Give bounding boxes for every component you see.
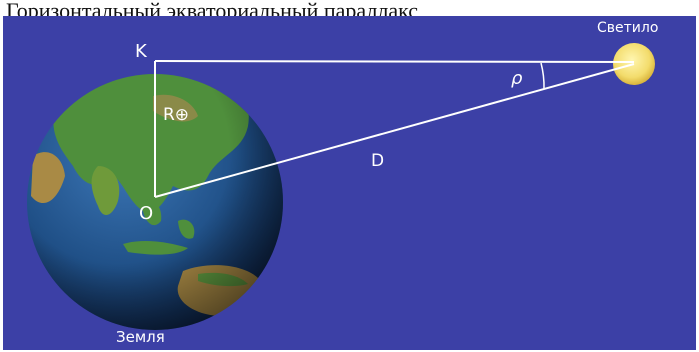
geometry-lines [154, 60, 635, 198]
parallax-diagram: K O R⊕ D ρ Светило Земля [27, 20, 658, 346]
polar-ice [153, 63, 198, 74]
label-k: K [135, 41, 148, 62]
diagram-panel: K O R⊕ D ρ Светило Земля [3, 16, 696, 350]
label-parallax: ρ [511, 68, 523, 89]
label-luminary: Светило [597, 20, 658, 36]
label-distance: D [371, 151, 384, 171]
parallax-angle-arc [540, 62, 545, 90]
tangent-line-k [154, 60, 635, 63]
label-o: O [139, 203, 153, 224]
label-earth: Земля [116, 328, 165, 346]
distance-line-d [154, 63, 635, 198]
earth-globe [27, 63, 283, 330]
label-earth-radius: R⊕ [163, 105, 189, 125]
earth-shading [27, 74, 283, 330]
